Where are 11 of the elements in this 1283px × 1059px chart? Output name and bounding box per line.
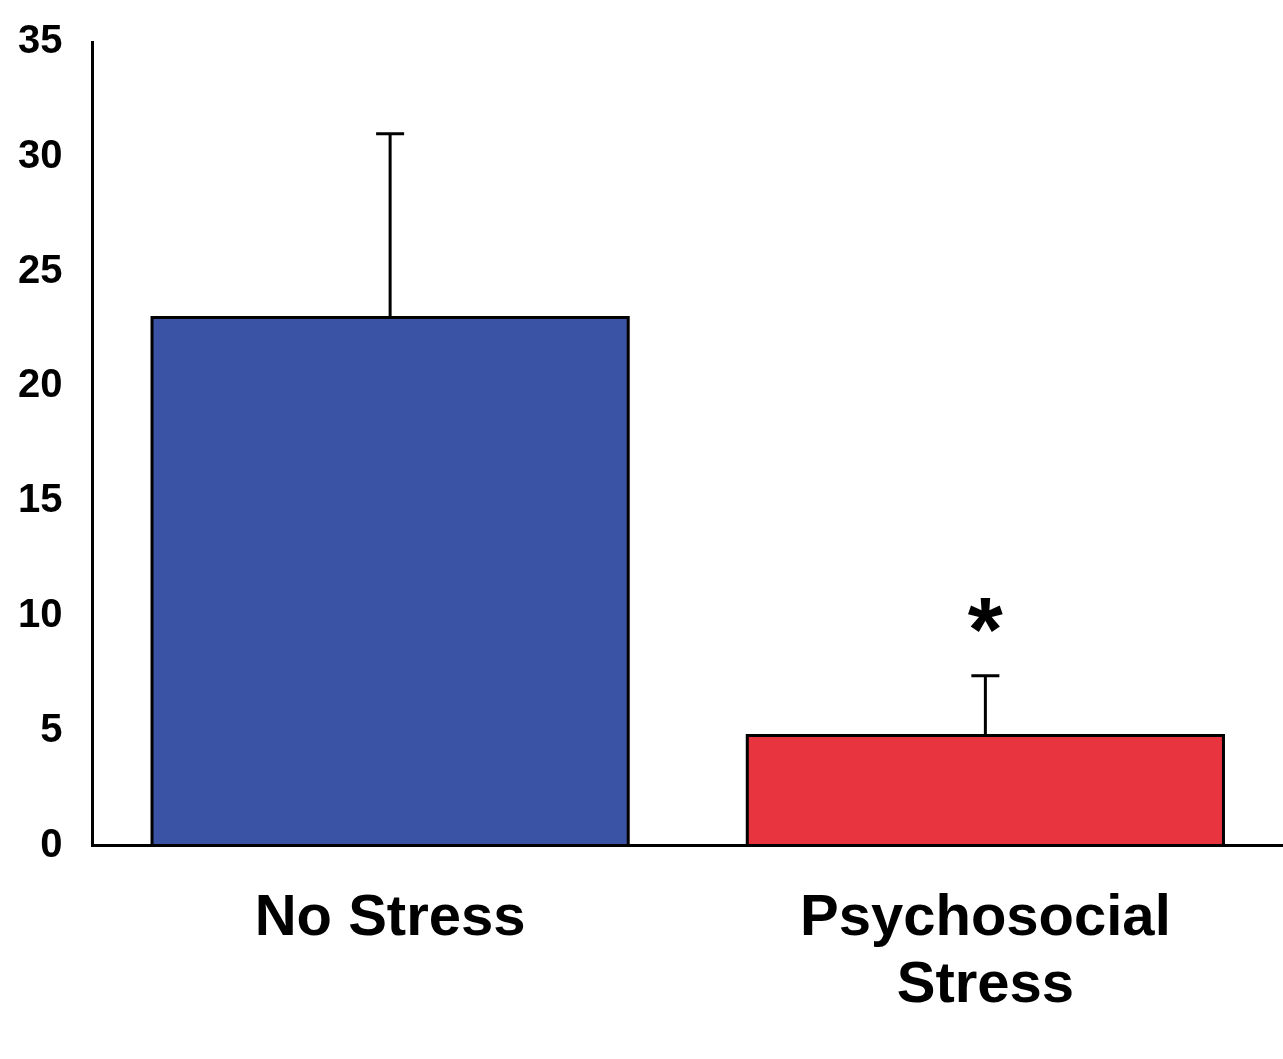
y-tick-label: 35 [17,17,63,62]
y-tick-label: 0 [40,820,63,865]
y-tick-label: 30 [17,131,63,176]
y-tick-label: 20 [17,361,63,406]
x-tick-label: No Stress [254,881,526,947]
x-tick-label: Psychosocial Stress [800,881,1171,1014]
y-tick-label: 10 [17,591,63,636]
y-tick-label: 5 [40,705,63,750]
y-tick-label: 15 [17,476,63,521]
y-tick-label: 25 [17,246,63,291]
annotation: * [967,579,1003,680]
